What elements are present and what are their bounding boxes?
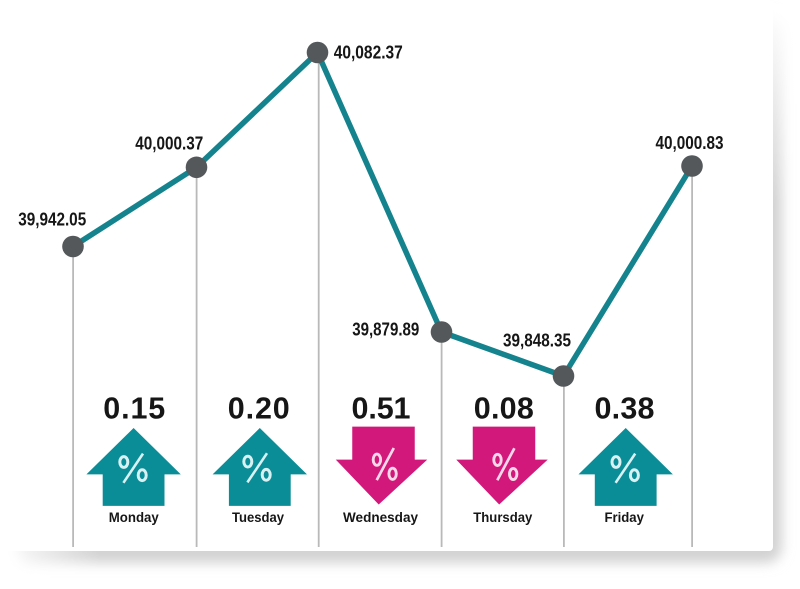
svg-text:39,942.05: 39,942.05 (18, 210, 86, 230)
svg-text:0.51: 0.51 (352, 392, 411, 426)
svg-text:Tuesday: Tuesday (232, 509, 284, 525)
svg-text:40,082.37: 40,082.37 (334, 43, 403, 63)
svg-text:0.38: 0.38 (595, 392, 655, 426)
svg-text:39,879.89: 39,879.89 (352, 320, 419, 340)
svg-text:0.15: 0.15 (103, 392, 165, 426)
svg-text:40,000.83: 40,000.83 (656, 133, 724, 153)
svg-text:Monday: Monday (109, 509, 159, 525)
svg-text:Wednesday: Wednesday (343, 509, 418, 525)
svg-text:39,848.35: 39,848.35 (503, 331, 571, 351)
svg-text:Friday: Friday (604, 509, 644, 525)
svg-text:40,000.37: 40,000.37 (135, 134, 203, 154)
svg-text:0.08: 0.08 (474, 392, 534, 426)
svg-text:0.20: 0.20 (228, 392, 290, 426)
svg-text:Thursday: Thursday (473, 509, 532, 525)
